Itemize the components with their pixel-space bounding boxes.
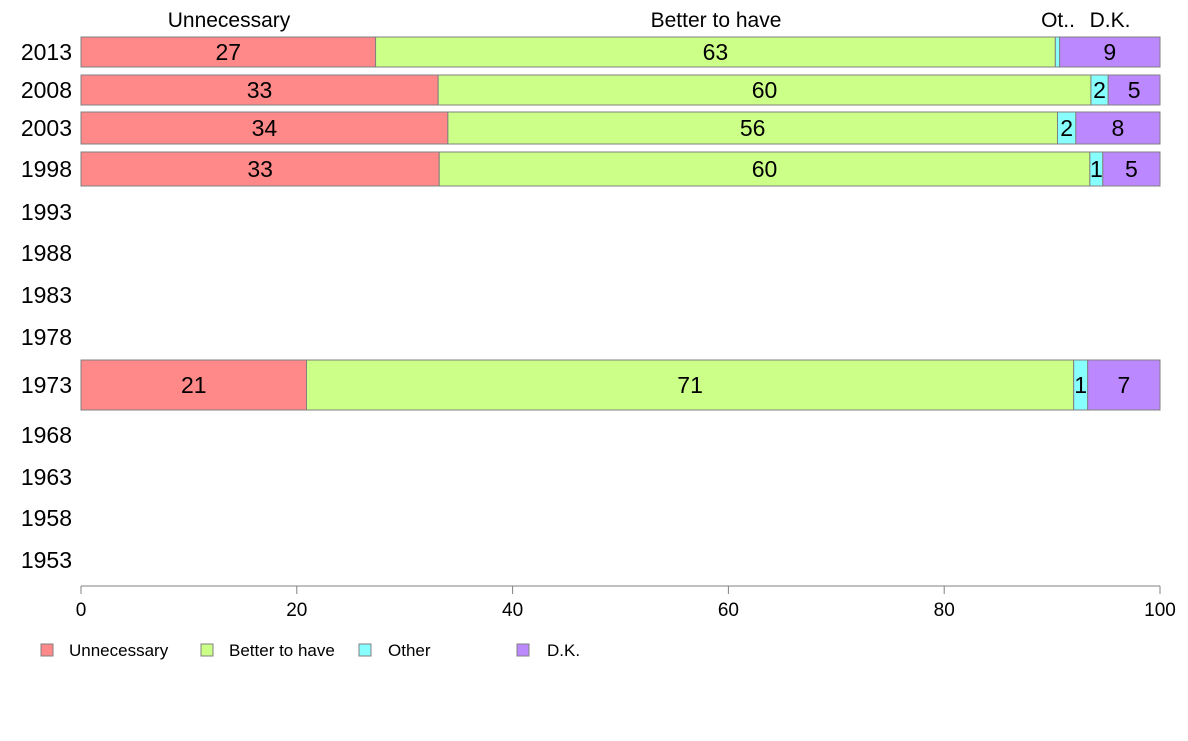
bar-2003-d-k [1075, 111, 1161, 145]
data-label-1973-unnecessary: 21 [181, 372, 207, 398]
y-tick-label-1978: 1978 [21, 324, 72, 350]
legend-label-better-to-have: Better to have [229, 641, 335, 660]
x-tick-label-40: 40 [502, 600, 523, 621]
legend-label-unnecessary: Unnecessary [69, 641, 169, 660]
bar-2013-better-to-have [375, 36, 1056, 68]
x-tick-label-100: 100 [1144, 600, 1176, 621]
data-label-2003-other: 2 [1060, 115, 1073, 141]
data-label-2013-unnecessary: 27 [215, 39, 241, 65]
top-label-unnecessary: Unnecessary [168, 9, 291, 32]
data-label-2008-d-k: 5 [1128, 77, 1141, 103]
y-tick-label-1963: 1963 [21, 464, 72, 490]
data-label-1973-other: 1 [1074, 372, 1087, 398]
data-label-1998-other: 1 [1090, 156, 1103, 182]
legend-swatch-unnecessary [40, 643, 54, 657]
bar-1973-d-k [1087, 359, 1161, 411]
data-label-2008-unnecessary: 33 [247, 77, 273, 103]
bar-1973-better-to-have [306, 359, 1075, 411]
bar-2008-d-k [1107, 74, 1161, 106]
bar-1998-d-k [1102, 151, 1161, 187]
bar-1973-unnecessary [80, 359, 308, 411]
x-tick-label-20: 20 [286, 600, 307, 621]
legend-swatch-d-k [516, 643, 530, 657]
data-label-2003-unnecessary: 34 [252, 115, 278, 141]
bar-1998-better-to-have [438, 151, 1091, 187]
data-label-1998-unnecessary: 33 [247, 156, 273, 182]
x-tick-label-0: 0 [76, 600, 87, 621]
y-tick-label-1973: 1973 [21, 372, 72, 398]
top-label-better-to-have: Better to have [651, 9, 782, 32]
data-label-1998-better-to-have: 60 [752, 156, 778, 182]
bar-1998-unnecessary [80, 151, 440, 187]
y-tick-label-2013: 2013 [21, 39, 72, 65]
data-label-2008-better-to-have: 60 [752, 77, 778, 103]
y-tick-label-1993: 1993 [21, 199, 72, 225]
bar-2013-other [1054, 36, 1061, 68]
top-label-ot: Ot.. [1041, 9, 1075, 32]
bars-group: 27 63 933 60 2 534 56 2 833 60 1 521 71 1 7 [80, 36, 1161, 411]
x-tick-label-80: 80 [934, 600, 955, 621]
bar-2008-better-to-have [437, 74, 1092, 106]
data-label-2013-better-to-have: 63 [703, 39, 729, 65]
y-tick-label-1988: 1988 [21, 240, 72, 266]
y-tick-label-2003: 2003 [21, 115, 72, 141]
legend-label-other: Other [388, 641, 431, 660]
data-label-2003-d-k: 8 [1112, 115, 1125, 141]
bar-2003-better-to-have [447, 111, 1058, 145]
x-tick-label-60: 60 [718, 600, 739, 621]
legend: Unnecessary Better to have Other D.K. [40, 641, 580, 660]
y-tick-label-1958: 1958 [21, 505, 72, 531]
y-tick-label-1998: 1998 [21, 156, 72, 182]
legend-swatch-other [358, 643, 372, 657]
y-axis-labels: 2013 2008 2003 1998 1993 1988 1983 1978 1973 1968… [21, 39, 72, 573]
bar-2013-unnecessary [80, 36, 377, 68]
top-category-labels: Unnecessary Better to have Ot.. D.K. [168, 9, 1131, 32]
y-tick-label-1968: 1968 [21, 422, 72, 448]
legend-label-d-k: D.K. [547, 641, 580, 660]
data-label-1998-d-k: 5 [1125, 156, 1138, 182]
top-label-d-k: D.K. [1090, 9, 1131, 32]
data-label-2013-d-k: 9 [1103, 39, 1116, 65]
data-label-1973-better-to-have: 71 [677, 372, 703, 398]
y-tick-label-1983: 1983 [21, 282, 72, 308]
legend-swatch-better-to-have [200, 643, 214, 657]
data-label-1973-d-k: 7 [1117, 372, 1130, 398]
y-tick-label-2008: 2008 [21, 77, 72, 103]
bar-2013-d-k [1059, 36, 1161, 68]
y-tick-label-1953: 1953 [21, 547, 72, 573]
x-axis: 0 20 40 60 80 100 [76, 585, 1176, 621]
data-label-2008-other: 2 [1093, 77, 1106, 103]
data-label-2003-better-to-have: 56 [740, 115, 766, 141]
